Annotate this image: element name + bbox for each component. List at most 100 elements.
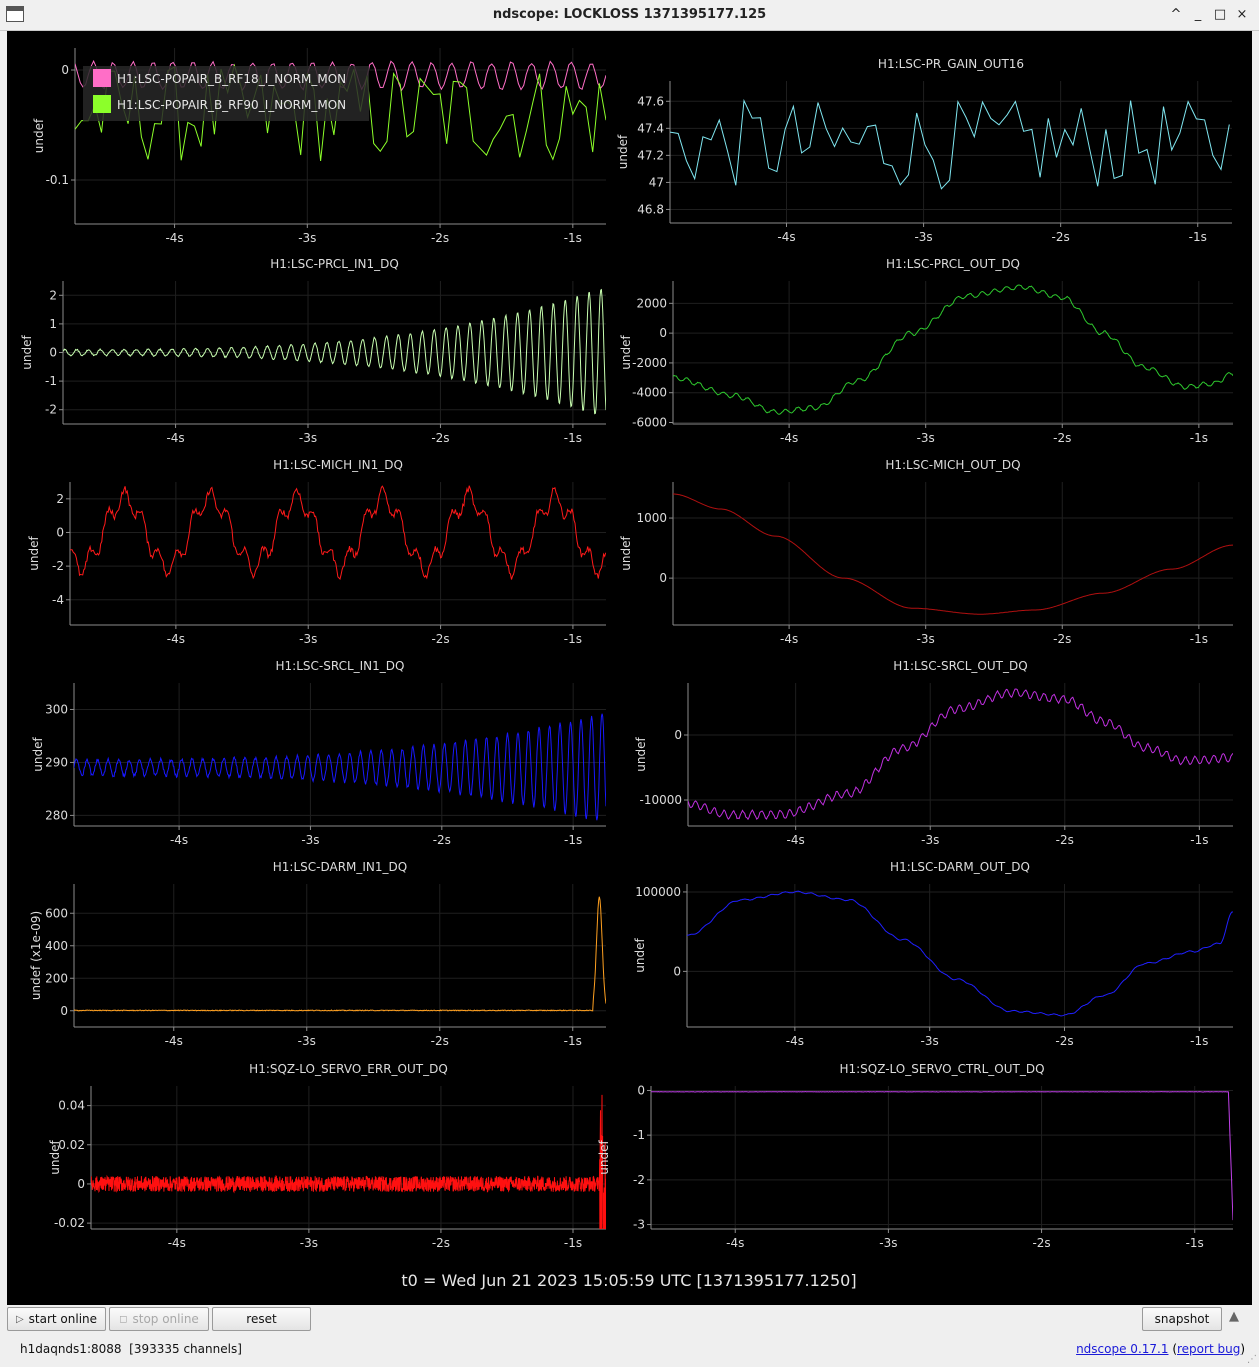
y-axis-label: undef <box>633 938 647 973</box>
report-bug-link[interactable]: report bug <box>1177 1342 1241 1356</box>
x-tick-label: -1s <box>564 431 582 445</box>
plot-title: H1:LSC-PRCL_IN1_DQ <box>270 257 399 271</box>
y-axis-label: undef <box>32 118 46 153</box>
x-tick-label: -2s <box>1052 230 1070 244</box>
start-online-label: start online <box>28 1312 98 1326</box>
x-tick-label: -3s <box>917 431 935 445</box>
y-axis-label: undef <box>619 335 633 370</box>
legend: H1:LSC-POPAIR_B_RF18_I_NORM_MON H1:LSC-PO… <box>83 66 369 121</box>
y-axis-label: undef <box>616 134 630 169</box>
x-tick-label: -2s <box>1032 1236 1050 1250</box>
y-tick-label: 0 <box>674 728 682 742</box>
plot-area[interactable]: t0 = Wed Jun 21 2023 15:05:59 UTC [13713… <box>7 31 1252 1305</box>
plot-4: -4s -3s -2s -1s 2000 0 -2000 -4000 -6000 undef H1:… <box>619 257 1233 445</box>
x-tick-label: -1s <box>1190 431 1208 445</box>
plot-1: -4s -3s -2s -1s 0 -0.1 undef H1:LSC-POPAIR_B_RF… <box>32 48 606 245</box>
x-tick-label: -4s <box>786 1034 804 1048</box>
x-tick-label: -1s <box>564 1236 582 1250</box>
x-tick-label: -4s <box>166 431 184 445</box>
x-tick-label: -2s <box>431 431 449 445</box>
play-icon: ▷ <box>15 1313 24 1325</box>
x-tick-label: -3s <box>301 833 319 847</box>
snapshot-button[interactable]: snapshot <box>1142 1307 1222 1331</box>
y-tick-label: -6000 <box>632 416 667 430</box>
plot-title: H1:LSC-SRCL_IN1_DQ <box>276 659 405 673</box>
reset-label: reset <box>246 1312 277 1326</box>
x-tick-label: -3s <box>921 833 939 847</box>
keep-above-icon[interactable]: ^ <box>1170 7 1182 22</box>
x-tick-label: -4s <box>165 231 183 245</box>
y-tick-label: 46.8 <box>637 202 664 216</box>
x-tick-label: -1s <box>1186 1236 1204 1250</box>
y-tick-label: 2 <box>49 288 57 302</box>
y-axis-label: undef <box>634 737 648 772</box>
x-tick-label: -2s <box>1053 431 1071 445</box>
y-tick-label: -2000 <box>632 356 667 370</box>
x-tick-label: -3s <box>300 1236 318 1250</box>
y-tick-label: 290 <box>45 755 68 769</box>
plot-title: H1:LSC-SRCL_OUT_DQ <box>893 659 1027 673</box>
series-line <box>688 688 1233 821</box>
x-tick-label: -4s <box>167 632 185 646</box>
x-tick-label: -1s <box>564 833 582 847</box>
window-titlebar: ndscope: LOCKLOSS 1371395177.125 ^ _ □ × <box>0 0 1259 31</box>
y-axis-label: undef <box>48 1140 62 1175</box>
x-tick-label: -3s <box>299 632 317 646</box>
stop-online-button[interactable]: ◻ stop online <box>109 1307 209 1331</box>
series-line <box>687 890 1233 1017</box>
series-line <box>673 493 1233 615</box>
y-tick-label: 2000 <box>636 296 667 310</box>
plot-title: H1:LSC-PR_GAIN_OUT16 <box>878 57 1024 71</box>
y-tick-label: -3 <box>633 1218 645 1232</box>
ndscope-version-link[interactable]: ndscope 0.17.1 <box>1076 1342 1169 1356</box>
series-line <box>673 284 1233 415</box>
y-tick-label: -4 <box>52 593 64 607</box>
x-tick-label: -2s <box>431 632 449 646</box>
y-axis-label: undef <box>27 536 41 571</box>
x-tick-label: -3s <box>917 632 935 646</box>
y-tick-label: 0 <box>49 346 57 360</box>
series-line <box>70 485 606 580</box>
close-icon[interactable]: × <box>1236 7 1248 22</box>
collapse-up-icon[interactable]: ▲ <box>1229 1309 1239 1324</box>
plot-9: -4s -3s -2s -1s 600 400 200 0 undef (x1e-09) H1:L… <box>29 860 606 1048</box>
x-tick-label: -2s <box>431 1034 449 1048</box>
legend-swatch <box>93 69 111 87</box>
y-tick-label: -2 <box>633 1173 645 1187</box>
x-tick-label: -3s <box>299 431 317 445</box>
y-tick-label: -0.1 <box>46 173 69 187</box>
maximize-icon[interactable]: □ <box>1213 7 1227 22</box>
x-tick-label: -1s <box>564 632 582 646</box>
legend-swatch <box>93 95 111 113</box>
plot-10: -4s -3s -2s -1s 100000 0 undef H1:LSC-DARM_OUT_… <box>633 860 1233 1048</box>
series-line <box>74 713 606 821</box>
reset-button[interactable]: reset <box>212 1307 311 1331</box>
series-line <box>74 896 606 1012</box>
paren-open: ( <box>1172 1342 1177 1356</box>
x-tick-label: -1s <box>1190 632 1208 646</box>
y-tick-label: 0 <box>659 571 667 585</box>
x-tick-label: -2s <box>433 833 451 847</box>
resize-grip-icon[interactable]: ⋰ <box>1247 1354 1257 1365</box>
minimize-icon[interactable]: _ <box>1194 7 1202 22</box>
y-tick-label: 300 <box>45 702 68 716</box>
plot-6: -4s -3s -2s -1s 1000 0 undef H1:LSC-MICH_OUT_DQ <box>619 458 1233 646</box>
y-tick-label: 0.04 <box>58 1099 85 1113</box>
window-title: ndscope: LOCKLOSS 1371395177.125 <box>492 7 767 22</box>
server-status: h1daqnds1:8088 [393335 channels] <box>20 1342 242 1356</box>
series-line <box>91 1094 606 1229</box>
start-online-button[interactable]: ▷ start online <box>7 1307 106 1331</box>
y-tick-label: 47.6 <box>637 94 664 108</box>
y-tick-label: 0 <box>61 63 69 77</box>
y-tick-label: 400 <box>45 939 68 953</box>
y-tick-label: 47.4 <box>637 121 664 135</box>
x-tick-label: -4s <box>777 230 795 244</box>
version-links: ndscope 0.17.1 (report bug) <box>1076 1342 1245 1356</box>
plots-canvas[interactable]: t0 = Wed Jun 21 2023 15:05:59 UTC [13713… <box>7 31 1252 1305</box>
plot-title: H1:LSC-DARM_IN1_DQ <box>273 860 407 874</box>
x-tick-label: -3s <box>879 1236 897 1250</box>
y-axis-label: undef <box>20 335 34 370</box>
x-tick-label: -4s <box>168 1236 186 1250</box>
y-tick-label: 47 <box>649 175 664 189</box>
snapshot-label: snapshot <box>1154 1312 1210 1326</box>
